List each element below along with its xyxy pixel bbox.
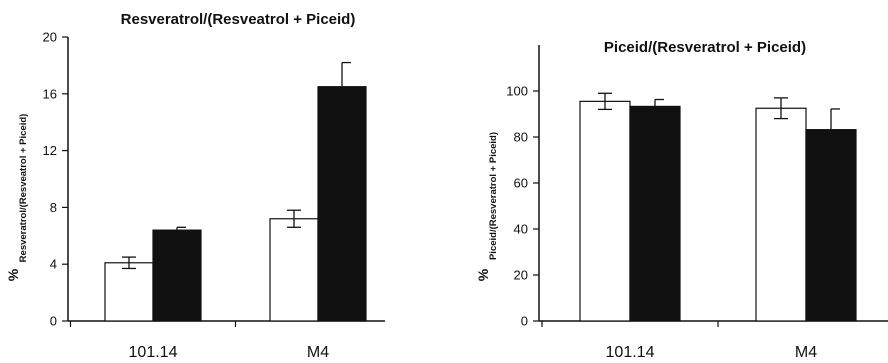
y-tick-label: 20 xyxy=(514,268,528,283)
y-tick-label: 80 xyxy=(514,130,528,145)
bar-101-14-series-2 xyxy=(629,105,681,322)
y-tick-label: 4 xyxy=(50,257,57,272)
y-tick-label: 0 xyxy=(521,314,528,329)
y-axis-label-prefix: % xyxy=(5,268,21,281)
chart-title: Piceid/(Resveratrol + Piceid) xyxy=(604,39,806,56)
chart-title: Resveratrol/(Resveatrol + Piceid) xyxy=(121,11,356,28)
y-tick-label: 40 xyxy=(514,222,528,237)
x-category-label: M4 xyxy=(795,344,817,361)
y-tick-label: 16 xyxy=(43,86,57,101)
chart-2: Piceid/(Resveratrol + Piceid) 0 20 40 60 80 10… xyxy=(475,39,888,361)
bar-101-14-series-1 xyxy=(579,100,631,322)
y-tick-label: 20 xyxy=(43,30,57,45)
y-axis-label: Piceid/(Resveratrol + Piceid) xyxy=(488,132,499,260)
bar-M4-series-2 xyxy=(317,86,367,322)
y-axis-label-prefix: % xyxy=(475,268,491,281)
x-category-label: 101.14 xyxy=(606,344,655,361)
bar-M4-series-1 xyxy=(755,107,807,322)
y-tick-label: 100 xyxy=(506,84,528,99)
chart-1: Resveratrol/(Resveatrol + Piceid) 0 4 8 12 16… xyxy=(5,11,385,361)
y-tick-label: 0 xyxy=(50,314,57,329)
bar-M4-series-1 xyxy=(269,218,319,322)
y-tick-label: 8 xyxy=(50,200,57,215)
x-category-label: M4 xyxy=(307,344,329,361)
bar-101-14-series-2 xyxy=(152,229,202,322)
bar-101-14-series-1 xyxy=(104,262,154,322)
y-tick-label: 60 xyxy=(514,176,528,191)
y-axis-label: Resveratrol/(Resveatrol + Piceid) xyxy=(18,114,29,263)
y-tick-label: 12 xyxy=(43,143,57,158)
bar-M4-series-2 xyxy=(805,129,857,322)
x-category-label: 101.14 xyxy=(129,344,178,361)
